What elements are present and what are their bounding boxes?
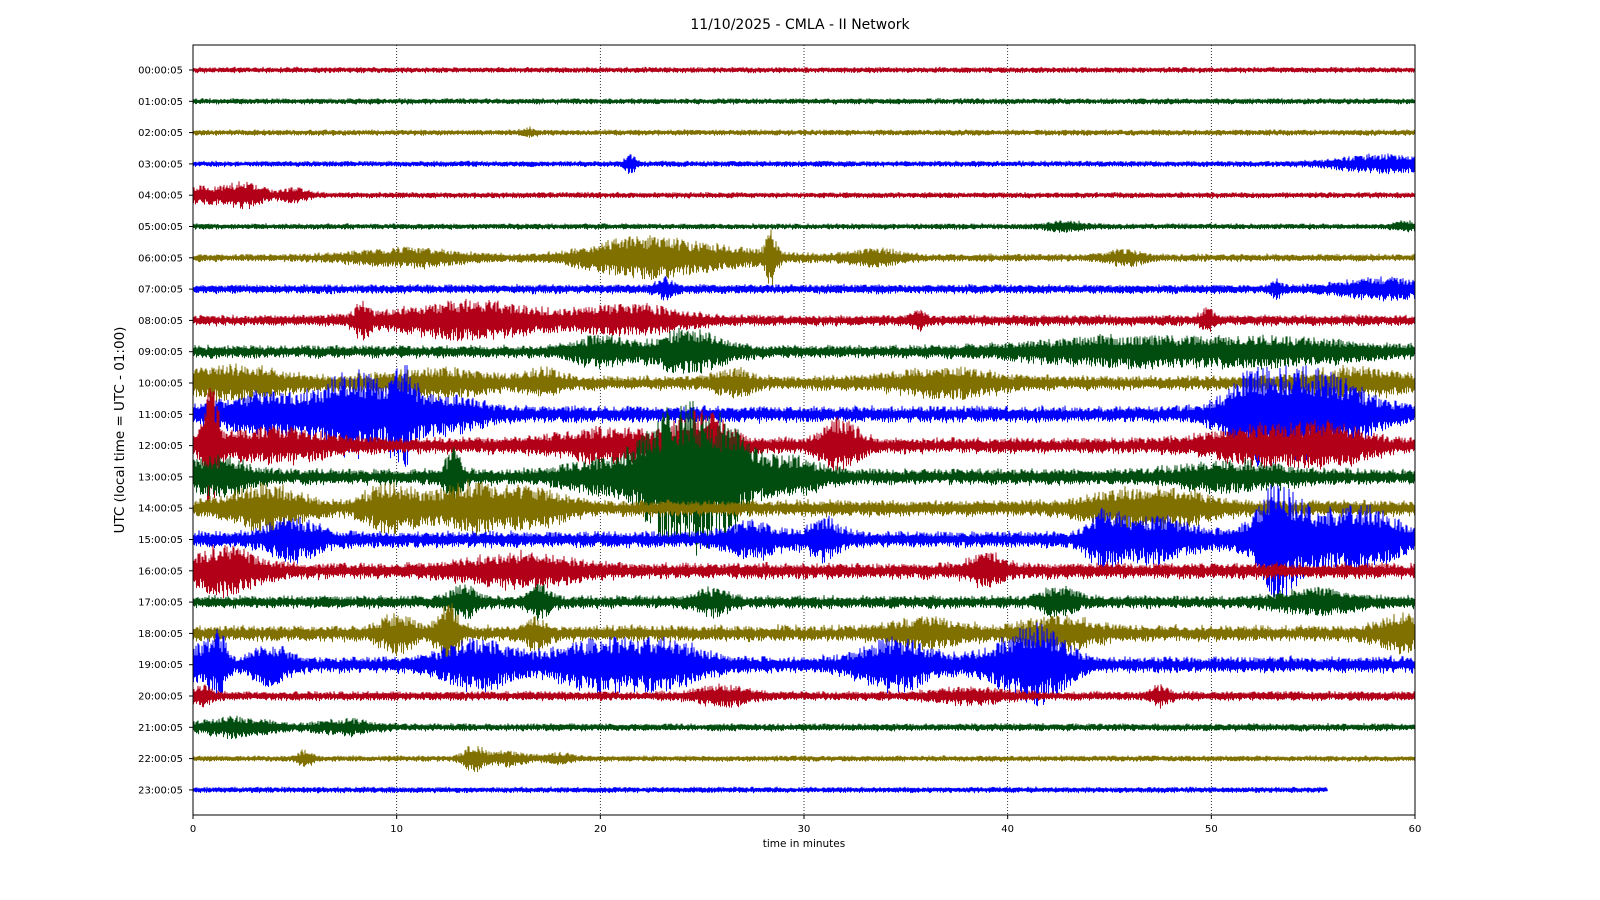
y-axis: 00:00:05 01:00:05 02:00:05 03:00:05 04:00:05… xyxy=(138,66,193,796)
y-tick-label: 01:00:05 xyxy=(138,97,183,108)
trace-line xyxy=(192,622,1416,707)
trace-line xyxy=(192,484,1416,599)
trace-line xyxy=(192,298,1416,342)
trace-line xyxy=(192,97,1416,105)
trace-line xyxy=(192,583,1416,621)
y-tick-label: 15:00:05 xyxy=(138,535,183,546)
trace-line xyxy=(192,66,1416,74)
y-tick-label: 16:00:05 xyxy=(138,566,183,577)
x-tick-label: 40 xyxy=(1001,824,1014,835)
y-tick-label: 20:00:05 xyxy=(138,692,183,703)
x-tick-label: 60 xyxy=(1409,824,1422,835)
y-tick-label: 06:00:05 xyxy=(138,253,183,264)
traces xyxy=(192,66,1416,794)
trace-line xyxy=(192,715,1416,740)
x-axis: 0 10 20 30 40 50 60 xyxy=(190,815,1422,835)
trace-line xyxy=(192,181,1416,210)
y-tick-label: 02:00:05 xyxy=(138,128,183,139)
y-tick-label: 03:00:05 xyxy=(138,159,183,170)
y-tick-label: 13:00:05 xyxy=(138,472,183,483)
y-tick-label: 04:00:05 xyxy=(138,191,183,202)
x-axis-label: time in minutes xyxy=(763,838,845,850)
trace-line xyxy=(192,603,1416,667)
chart-title: 11/10/2025 - CMLA - II Network xyxy=(690,17,910,33)
y-tick-label: 19:00:05 xyxy=(138,660,183,671)
x-tick-label: 50 xyxy=(1205,824,1218,835)
y-tick-label: 22:00:05 xyxy=(138,754,183,765)
y-tick-label: 05:00:05 xyxy=(138,222,183,233)
y-tick-label: 09:00:05 xyxy=(138,347,183,358)
trace-line xyxy=(192,387,1416,505)
trace-line xyxy=(192,400,1416,556)
x-tick-label: 30 xyxy=(798,824,811,835)
y-tick-label: 08:00:05 xyxy=(138,316,183,327)
trace-line xyxy=(192,544,1416,599)
y-tick-label: 11:00:05 xyxy=(138,410,183,421)
y-tick-label: 07:00:05 xyxy=(138,285,183,296)
y-tick-label: 17:00:05 xyxy=(138,598,183,609)
trace-line xyxy=(192,220,1416,233)
y-tick-label: 23:00:05 xyxy=(138,785,183,796)
y-tick-label: 18:00:05 xyxy=(138,629,183,640)
y-tick-label: 14:00:05 xyxy=(138,504,183,515)
y-tick-label: 21:00:05 xyxy=(138,723,183,734)
y-tick-label: 12:00:05 xyxy=(138,441,183,452)
trace-line xyxy=(192,229,1416,290)
trace-line xyxy=(192,746,1416,773)
x-tick-label: 20 xyxy=(594,824,607,835)
trace-line xyxy=(192,276,1416,302)
trace-line xyxy=(192,327,1416,374)
trace-line xyxy=(192,786,1328,794)
y-axis-label: UTC (local time = UTC - 01:00) xyxy=(112,327,128,534)
x-tick-label: 10 xyxy=(390,824,403,835)
y-tick-label: 10:00:05 xyxy=(138,379,183,390)
trace-line xyxy=(192,683,1416,709)
trace-line xyxy=(192,365,1416,467)
trace-line xyxy=(192,153,1416,175)
trace-line xyxy=(192,126,1416,138)
x-tick-label: 0 xyxy=(190,824,196,835)
trace-line xyxy=(192,479,1416,537)
y-tick-label: 00:00:05 xyxy=(138,66,183,77)
